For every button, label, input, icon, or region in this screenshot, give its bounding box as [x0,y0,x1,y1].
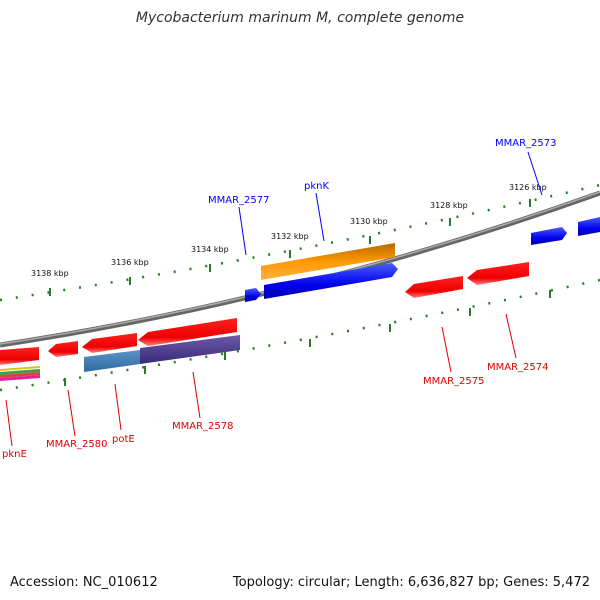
feature-band-orange[interactable] [261,243,395,280]
major-ticks-bottom [64,290,551,386]
gene-label: MMAR_2580 [46,439,108,450]
gene-arrow[interactable] [138,318,237,346]
gene-label: pknE [2,449,27,460]
tick-label: 3132 kbp [271,232,309,241]
feature-band-purple[interactable] [140,335,240,364]
genome-summary-text: Topology: circular; Length: 6,636,827 bp… [232,575,590,590]
gene-arrow[interactable] [245,288,261,302]
tick-label: 3128 kbp [430,201,468,210]
gene-arrow[interactable] [48,341,78,357]
forward-genes [245,217,600,302]
gene-arrow[interactable] [467,262,529,285]
gene-label: MMAR_2578 [172,421,234,432]
gene-arrow[interactable] [82,333,137,353]
genome-title: Mycobacterium marinum M, complete genome [135,10,465,26]
outer-tick-ring [0,183,600,302]
gene-label: MMAR_2573 [495,138,557,149]
gene-label: pknK [304,181,329,192]
tick-label: 3134 kbp [191,245,229,254]
gene-arrow[interactable] [531,227,567,245]
leaders-top [238,151,543,256]
feature-band-teal[interactable] [84,350,140,372]
reverse-genes [0,262,529,381]
gene-label: potE [112,434,135,445]
leaders-bottom [5,313,517,447]
gene-arrow[interactable] [405,276,463,298]
gene-arrow[interactable] [0,347,39,365]
gene-label: MMAR_2575 [423,376,485,387]
inner-tick-ring [0,278,600,392]
tick-label: 3130 kbp [350,217,388,226]
accession-text: Accession: NC_010612 [10,575,158,590]
tick-label: 3136 kbp [111,258,149,267]
tick-label: 3126 kbp [509,183,547,192]
major-ticks-top [49,199,531,296]
gene-arrow[interactable] [578,217,600,236]
gene-label: MMAR_2577 [208,195,270,206]
tick-label: 3138 kbp [31,269,69,278]
gene-label: MMAR_2574 [487,362,549,373]
gene-arrow[interactable] [264,263,398,299]
feature-stripes [0,366,40,381]
